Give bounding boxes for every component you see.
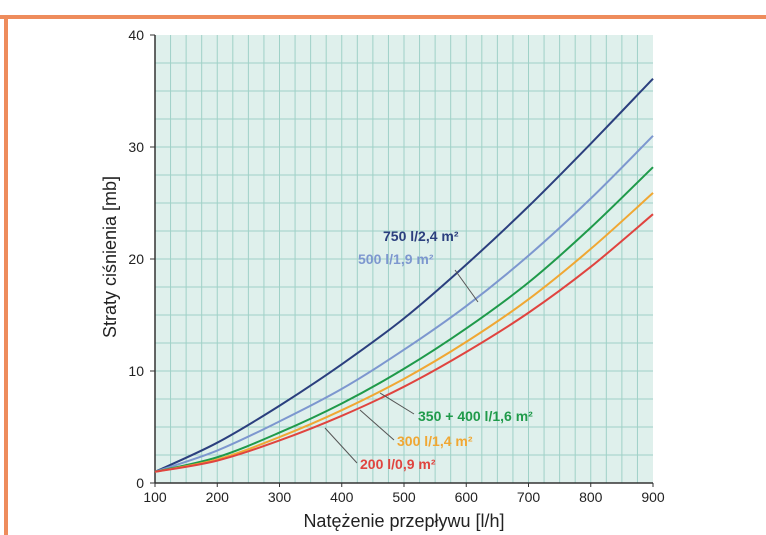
series-line-300-l-1-4-m (154, 192, 654, 473)
y-tick-label: 10 (128, 363, 144, 379)
series-line-750-l-2-4-m (154, 77, 654, 473)
y-axis-title: Straty ciśnienia [mb] (100, 176, 120, 338)
series-line-350-400-l-1-6-m (154, 166, 654, 473)
series-label: 200 l/0,9 m² (360, 456, 436, 472)
y-tick-label: 30 (128, 139, 144, 155)
series-line-200-l-0-9-m (154, 213, 654, 473)
series-label: 300 l/1,4 m² (397, 433, 473, 449)
x-tick-label: 100 (143, 489, 167, 505)
leader-line (379, 392, 415, 415)
x-tick-label: 700 (517, 489, 541, 505)
series-label: 750 l/2,4 m² (383, 228, 459, 244)
x-tick-label: 200 (206, 489, 230, 505)
x-axis-title: Natężenie przepływu [l/h] (303, 511, 504, 531)
series-line-500-l-1-9-m (154, 135, 654, 473)
x-tick-label: 800 (579, 489, 603, 505)
x-tick-label: 300 (268, 489, 292, 505)
x-tick-label: 500 (392, 489, 416, 505)
leader-line (324, 427, 358, 464)
leader-line (359, 409, 395, 441)
series-label: 500 l/1,9 m² (358, 251, 434, 267)
y-tick-label: 20 (128, 251, 144, 267)
x-tick-label: 400 (330, 489, 354, 505)
x-tick-label: 600 (455, 489, 479, 505)
leader-line (454, 269, 479, 303)
y-tick-label: 0 (136, 475, 144, 491)
series-label: 350 + 400 l/1,6 m² (418, 408, 533, 424)
x-tick-label: 900 (641, 489, 665, 505)
y-tick-label: 40 (128, 27, 144, 43)
